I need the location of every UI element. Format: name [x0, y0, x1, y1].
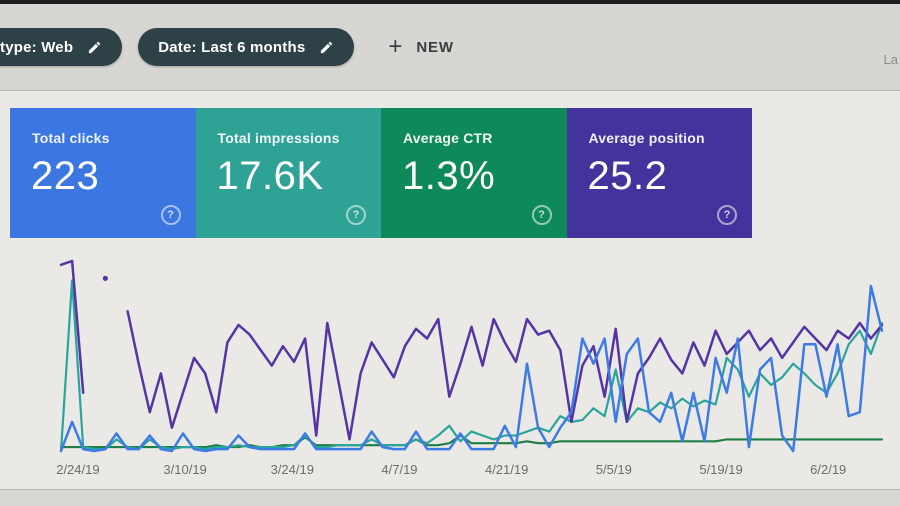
x-axis-label: 4/7/19 [381, 462, 418, 477]
edit-pencil-icon [89, 41, 101, 53]
filter-chip-search-type[interactable]: type: Web [0, 28, 123, 66]
help-icon[interactable]: ? [346, 205, 366, 225]
new-filter-button[interactable]: + NEW [382, 34, 459, 60]
help-icon[interactable]: ? [717, 205, 737, 225]
x-axis: 2/24/19 3/10/19 3/24/19 4/7/19 4/21/19 5/5/19… [56, 462, 888, 484]
x-axis-label: 2/24/19 [56, 462, 100, 477]
metric-card-average-position[interactable]: Average position 25.2 ? [566, 108, 752, 238]
metric-card-value: 25.2 [587, 154, 668, 198]
metric-card-label: Total impressions [217, 130, 340, 146]
series-line-impressions [126, 310, 884, 441]
metric-card-total-clicks[interactable]: Total clicks 223 ? [10, 108, 196, 238]
chart-canvas[interactable] [58, 254, 888, 454]
new-button-label: NEW [416, 38, 454, 56]
x-axis-label: 3/24/19 [270, 462, 314, 477]
series-point-impressions [102, 275, 108, 281]
filter-bar: type: Web Date: Last 6 months + NEW La [0, 4, 900, 91]
plus-icon: + [388, 33, 403, 60]
x-axis-label: 4/21/19 [484, 462, 529, 477]
help-icon[interactable]: ? [160, 205, 181, 225]
metric-card-label: Average position [588, 130, 705, 146]
metric-card-value: 223 [31, 154, 100, 198]
edit-pencil-icon [321, 41, 333, 53]
filter-chip-date[interactable]: Date: Last 6 months [138, 28, 355, 66]
screen-bottom-edge [0, 489, 900, 506]
help-icon[interactable]: ? [531, 205, 552, 225]
series-line-ctr [59, 279, 884, 453]
metric-cards-row: Total clicks 223 ? Total impressions 17.… [10, 108, 752, 238]
metric-card-value: 17.6K [216, 154, 324, 198]
series-line-impressions [59, 259, 85, 395]
x-axis-label: 5/5/19 [595, 462, 632, 477]
metric-card-value: 1.3% [402, 154, 496, 198]
metric-card-total-impressions[interactable]: Total impressions 17.6K ? [195, 108, 381, 238]
x-axis-label: 3/10/19 [163, 462, 207, 477]
metric-card-average-ctr[interactable]: Average CTR 1.3% ? [381, 108, 567, 238]
metric-card-label: Total clicks [32, 130, 110, 146]
filter-chip-label: Date: Last 6 months [158, 38, 306, 56]
metric-card-label: Average CTR [403, 130, 493, 146]
x-axis-label: 6/2/19 [810, 462, 847, 477]
screen-top-edge [0, 0, 900, 4]
performance-chart[interactable]: 2/24/19 3/10/19 3/24/19 4/7/19 4/21/19 5/5/19… [56, 254, 888, 486]
filter-chip-label: type: Web [0, 38, 74, 56]
series-line-clicks [59, 284, 884, 453]
x-axis-label: 5/19/19 [699, 462, 743, 477]
cropped-corner-text: La [883, 52, 898, 67]
